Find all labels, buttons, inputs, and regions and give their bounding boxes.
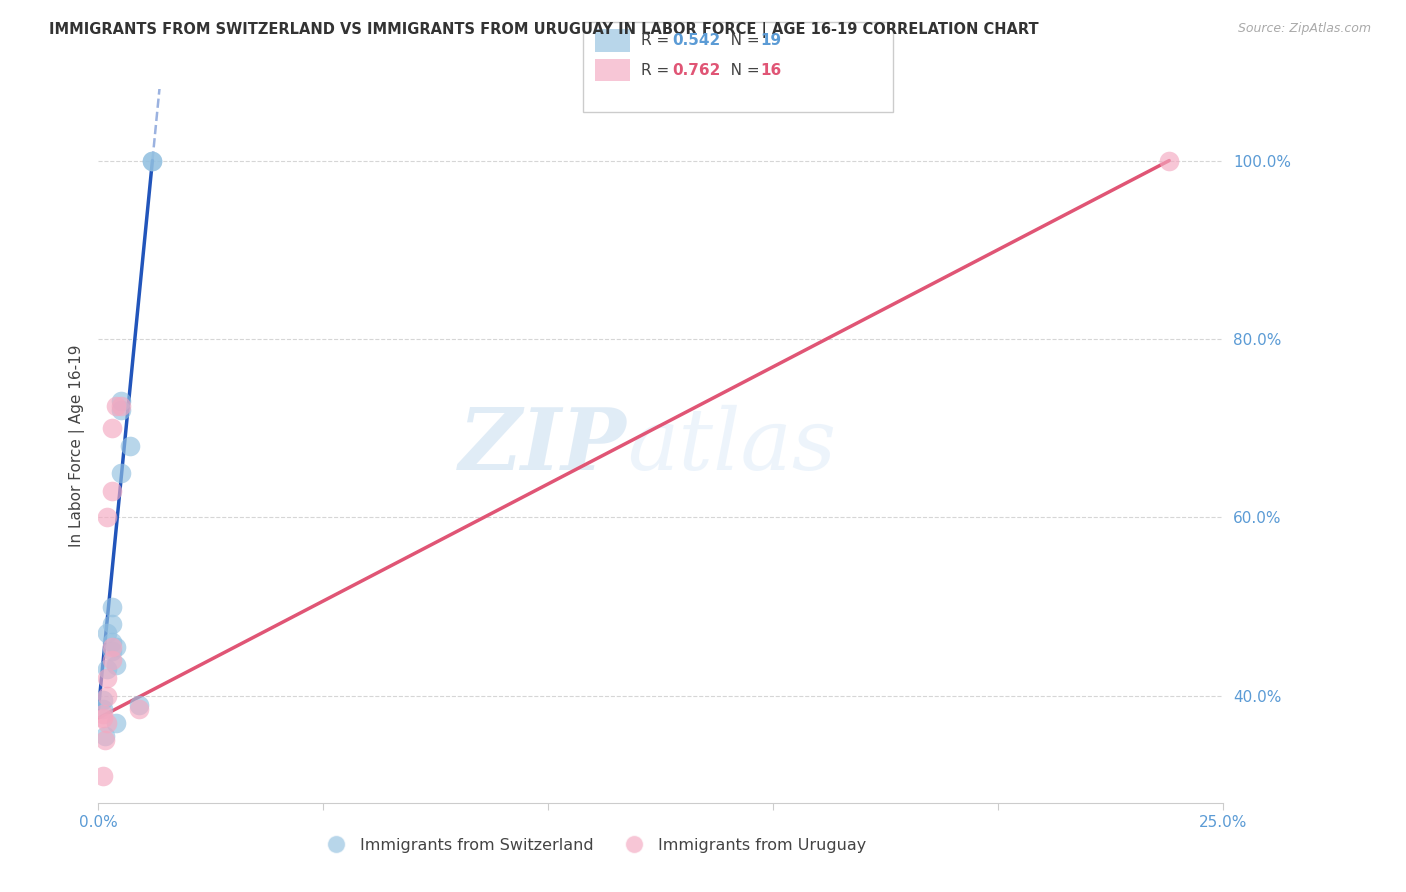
Point	[105, 715, 128, 730]
Point	[91, 693, 114, 707]
Point	[91, 711, 114, 725]
Point	[128, 702, 150, 716]
Point	[128, 698, 150, 712]
Y-axis label: In Labor Force | Age 16-19: In Labor Force | Age 16-19	[69, 344, 84, 548]
Text: 0.762: 0.762	[672, 62, 720, 78]
Point	[96, 510, 118, 524]
Point	[96, 715, 118, 730]
Point	[94, 733, 117, 747]
Point	[110, 399, 132, 413]
Point	[96, 671, 118, 685]
Text: IMMIGRANTS FROM SWITZERLAND VS IMMIGRANTS FROM URUGUAY IN LABOR FORCE | AGE 16-1: IMMIGRANTS FROM SWITZERLAND VS IMMIGRANT…	[49, 22, 1039, 38]
Point	[96, 626, 118, 640]
Point	[96, 662, 118, 676]
Point	[101, 653, 124, 667]
Point	[94, 729, 117, 743]
Point	[101, 635, 124, 649]
Text: ZIP: ZIP	[460, 404, 627, 488]
Text: N =: N =	[716, 62, 763, 78]
Point	[141, 153, 163, 168]
Point	[110, 403, 132, 417]
Point	[105, 657, 128, 672]
Point	[101, 640, 124, 654]
Text: atlas: atlas	[627, 405, 837, 487]
Point	[91, 702, 114, 716]
Point	[101, 617, 124, 632]
Text: N =: N =	[716, 33, 763, 48]
Point	[101, 599, 124, 614]
Point	[101, 644, 124, 658]
Text: 16: 16	[761, 62, 782, 78]
Point	[91, 769, 114, 783]
Point	[118, 439, 141, 453]
Point	[110, 394, 132, 409]
Point	[101, 421, 124, 435]
Point	[141, 153, 163, 168]
Text: 0.542: 0.542	[672, 33, 720, 48]
Point	[1159, 153, 1181, 168]
Point	[110, 466, 132, 480]
Point	[91, 706, 114, 721]
Legend: Immigrants from Switzerland, Immigrants from Uruguay: Immigrants from Switzerland, Immigrants …	[314, 831, 873, 859]
Text: R =: R =	[641, 33, 675, 48]
Text: 19: 19	[761, 33, 782, 48]
Point	[96, 689, 118, 703]
Text: Source: ZipAtlas.com: Source: ZipAtlas.com	[1237, 22, 1371, 36]
Point	[101, 483, 124, 498]
Point	[105, 399, 128, 413]
Point	[105, 640, 128, 654]
Text: R =: R =	[641, 62, 675, 78]
